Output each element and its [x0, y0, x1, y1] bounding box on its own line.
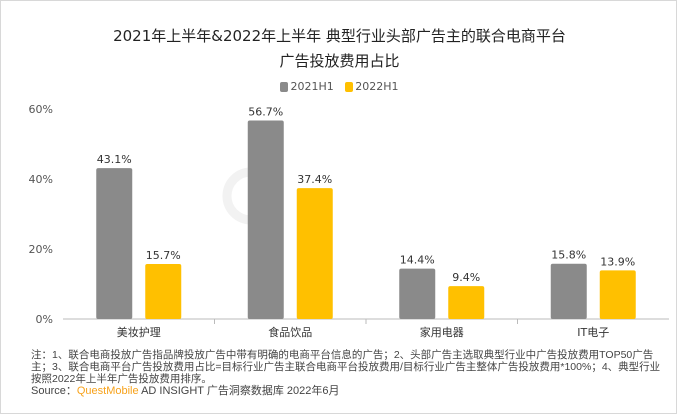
x-tick-label: 食品饮品 [268, 325, 312, 339]
source-prefix: Source： [31, 385, 77, 397]
legend-label: 2021H1 [290, 80, 334, 93]
bar-2021h1 [247, 120, 284, 319]
y-tick-label: 20% [29, 243, 53, 256]
data-label: 15.8% [551, 249, 586, 262]
bar-2022h1 [145, 264, 182, 319]
bar-2022h1 [448, 286, 485, 319]
legend-swatch [345, 81, 354, 92]
source-brand: QuestMobile [76, 385, 139, 397]
x-tick-label: 家用电器 [420, 325, 464, 339]
source-line: Source：QuestMobile AD INSIGHT 广告洞察数据库 20… [31, 385, 666, 398]
x-tick-label: 美妆护理 [117, 325, 161, 339]
legend-item-2021h1: 2021H1 [280, 80, 334, 93]
bar-2021h1 [96, 168, 133, 319]
bar-2021h1 [399, 268, 436, 319]
legend-item-2022h1: 2022H1 [345, 80, 399, 93]
data-label: 37.4% [297, 173, 332, 186]
source-text: AD INSIGHT 广告洞察数据库 2022年6月 [138, 385, 340, 397]
data-label: 15.7% [146, 249, 181, 262]
chart-title-line1: 2021年上半年&2022年上半年 典型行业头部广告主的联合电商平台 [113, 27, 566, 45]
data-label: 13.9% [600, 255, 635, 268]
bar-2022h1 [599, 270, 636, 319]
footnote: 注：1、联合电商投放广告指品牌投放广告中带有明确的电商平台信息的广告；2、头部广… [31, 349, 661, 385]
data-label: 14.4% [400, 254, 435, 267]
y-tick-label: 0% [36, 313, 53, 326]
legend-swatch [280, 81, 289, 92]
data-label: 9.4% [452, 271, 480, 284]
y-tick-label: 60% [29, 103, 53, 116]
legend: 2021H1 2022H1 [1, 80, 676, 95]
y-tick-label: 40% [29, 173, 53, 186]
x-tick-label: IT电子 [577, 326, 609, 339]
legend-label: 2022H1 [355, 80, 399, 93]
data-label: 56.7% [248, 106, 283, 119]
bar-2022h1 [296, 188, 333, 319]
footer: 注：1、联合电商投放广告指品牌投放广告中带有明确的电商平台信息的广告；2、头部广… [31, 349, 666, 398]
data-label: 43.1% [97, 153, 132, 166]
chart-title-line2: 广告投放费用占比 [279, 52, 400, 70]
bar-2021h1 [550, 263, 587, 319]
